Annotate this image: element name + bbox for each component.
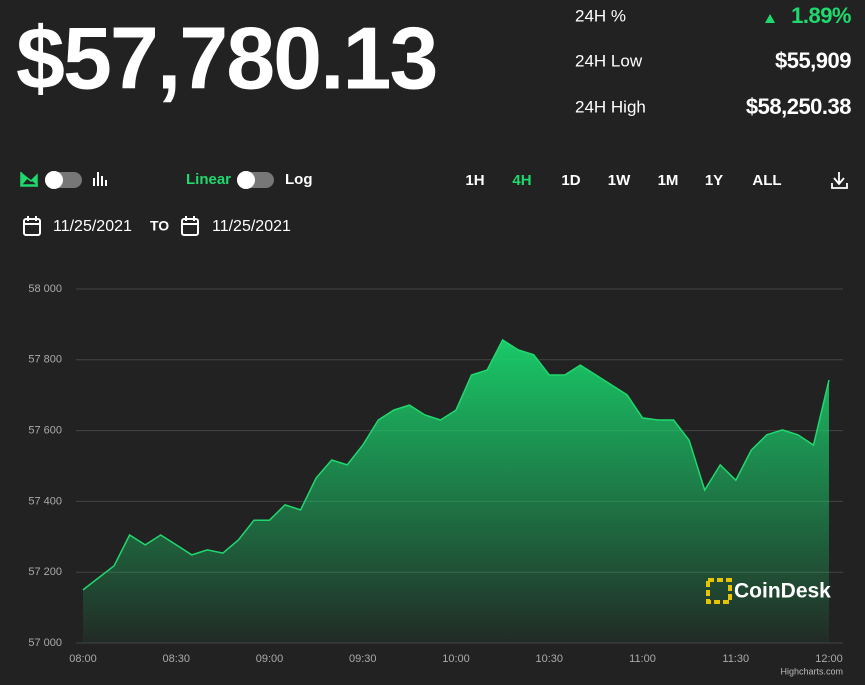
price-line xyxy=(82,338,830,591)
range-button[interactable]: 1M xyxy=(658,172,679,189)
stat-value: $58,250.38 xyxy=(746,94,851,119)
watermark-text: CoinDesk xyxy=(734,580,831,603)
calendar-icon[interactable] xyxy=(23,218,41,236)
stat-value: $55,909 xyxy=(775,48,851,73)
range-button[interactable]: 1H xyxy=(465,172,484,189)
y-tick-label: 58 000 xyxy=(28,283,62,295)
watermark-logo xyxy=(706,578,732,604)
x-tick-label: 11:00 xyxy=(629,653,656,665)
credit: Highcharts.com xyxy=(780,666,843,676)
y-tick-label: 57 200 xyxy=(28,566,62,578)
date-range: 11/25/2021 TO 11/25/2021 xyxy=(23,216,291,236)
y-tick-label: 57 000 xyxy=(28,637,62,649)
area-icon[interactable] xyxy=(20,172,38,187)
y-tick-label: 57 400 xyxy=(28,495,62,507)
calendar-icon[interactable] xyxy=(24,216,40,225)
range-button[interactable]: 1W xyxy=(608,172,631,189)
watermark: CoinDesk xyxy=(706,578,831,604)
area-fill xyxy=(83,340,829,643)
toggle-knob[interactable] xyxy=(237,171,255,189)
x-tick-label: 10:00 xyxy=(442,653,470,665)
to-label: TO xyxy=(150,218,169,234)
calendar-icon[interactable] xyxy=(182,216,198,225)
up-arrow xyxy=(765,14,775,23)
scale-option[interactable]: Linear xyxy=(186,171,231,188)
from-date[interactable]: 11/25/2021 xyxy=(53,218,132,235)
range-button[interactable]: 1D xyxy=(561,172,580,189)
to-date[interactable]: 11/25/2021 xyxy=(212,218,291,235)
scale-toggle[interactable] xyxy=(237,171,274,189)
toggle-knob[interactable] xyxy=(45,171,63,189)
calendar-icon[interactable] xyxy=(181,218,199,236)
scale-option[interactable]: Log xyxy=(285,171,313,188)
stat-label: 24H % xyxy=(575,6,626,25)
stat-value: 1.89% xyxy=(791,3,851,28)
price: $57,780.13 xyxy=(16,8,436,107)
x-tick-label: 09:00 xyxy=(256,653,284,665)
y-tick-label: 57 600 xyxy=(28,425,62,437)
stat-label: 24H High xyxy=(575,97,646,116)
stat-label: 24H Low xyxy=(575,51,643,70)
chart-type-toggle[interactable] xyxy=(20,171,107,189)
y-tick-label: 57 800 xyxy=(28,354,62,366)
range-button[interactable]: 1Y xyxy=(705,172,723,189)
x-tick-label: 10:30 xyxy=(535,653,563,665)
bar-icon[interactable] xyxy=(93,172,107,186)
x-tick-label: 11:30 xyxy=(722,653,749,665)
x-tick-label: 08:00 xyxy=(69,653,97,665)
x-tick-label: 08:30 xyxy=(162,653,190,665)
range-button[interactable]: ALL xyxy=(752,172,781,189)
range-button[interactable]: 4H xyxy=(512,172,531,189)
x-tick-label: 12:00 xyxy=(815,653,843,665)
x-tick-label: 09:30 xyxy=(349,653,377,665)
download-icon[interactable] xyxy=(831,172,848,189)
